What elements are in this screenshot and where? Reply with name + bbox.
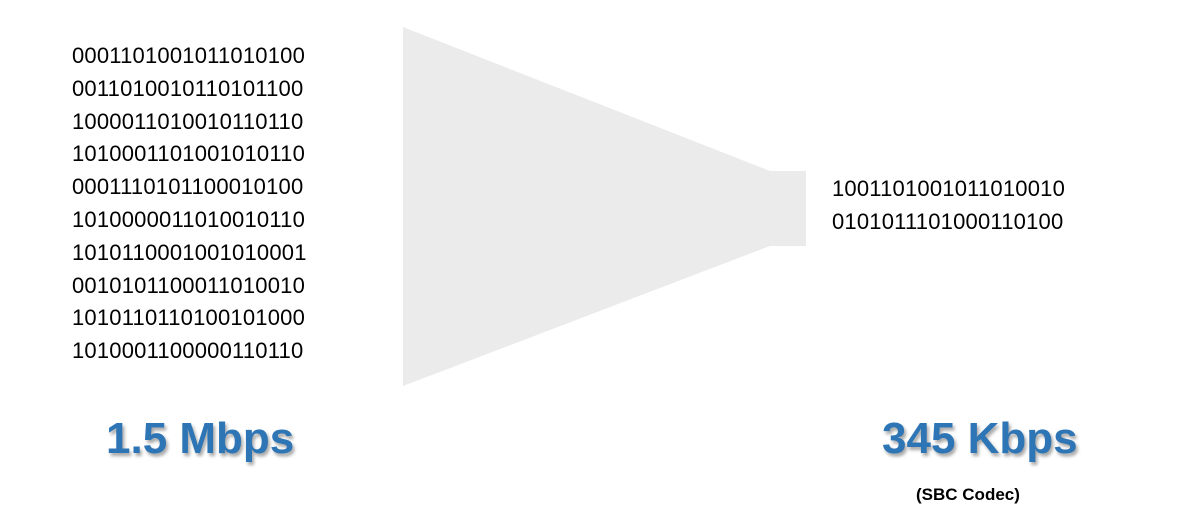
input-binary-line: 0011010010110101100: [72, 75, 304, 101]
input-binary-line: 1010001100000110110: [72, 338, 304, 364]
input-binary-line: 1010001101001010110: [72, 141, 306, 167]
input-bitrate-label: 1.5 Mbps: [106, 414, 295, 463]
input-binary-line: 1010000011010010110: [72, 206, 306, 232]
codec-note: (SBC Codec): [916, 485, 1020, 504]
output-binary-stream: 1001101001011010010 0101011101000110100: [832, 173, 1065, 239]
output-binary-line: 0101011101000110100: [832, 208, 1064, 234]
input-binary-line: 0010101100011010010: [72, 272, 306, 298]
input-binary-line: 1010110001001010001: [72, 239, 307, 265]
input-binary-line: 0001101001011010100: [72, 43, 306, 68]
sound-wave-icon: [471, 142, 666, 271]
output-bitrate-label: 345 Kbps: [882, 414, 1078, 463]
input-binary-line: 1010110110100101000: [72, 305, 306, 331]
input-binary-line: 1000011010010110110: [72, 108, 304, 134]
input-binary-stream: 0001101001011010100 0011010010110101100 …: [72, 40, 307, 368]
input-binary-line: 0001110101100010100: [72, 174, 304, 200]
output-binary-line: 1001101001011010010: [832, 176, 1066, 201]
